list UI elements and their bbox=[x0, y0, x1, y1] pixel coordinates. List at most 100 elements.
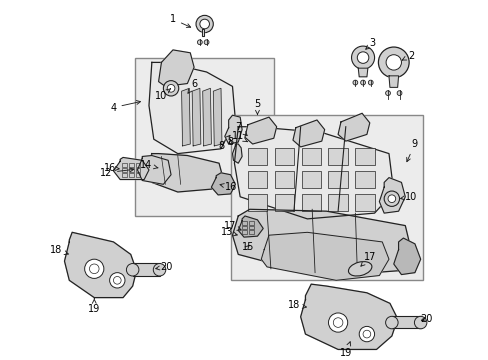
Bar bbox=[301, 194, 320, 211]
Circle shape bbox=[413, 316, 426, 329]
Circle shape bbox=[197, 40, 202, 45]
Text: 20: 20 bbox=[419, 314, 432, 324]
Text: 7: 7 bbox=[235, 122, 246, 136]
Text: 9: 9 bbox=[406, 139, 417, 162]
Polygon shape bbox=[224, 115, 242, 144]
Text: 1: 1 bbox=[169, 14, 190, 27]
Polygon shape bbox=[358, 68, 367, 77]
Text: 19: 19 bbox=[339, 342, 351, 358]
Text: 10: 10 bbox=[400, 192, 416, 202]
Circle shape bbox=[196, 15, 213, 33]
Bar bbox=[328, 194, 347, 211]
Bar bbox=[301, 148, 320, 165]
Bar bbox=[132, 263, 159, 275]
Bar bbox=[135, 173, 140, 177]
Text: 12: 12 bbox=[100, 168, 133, 178]
Bar bbox=[247, 194, 266, 211]
Bar bbox=[248, 221, 253, 225]
Bar bbox=[355, 194, 374, 211]
Polygon shape bbox=[337, 113, 369, 141]
Polygon shape bbox=[292, 120, 324, 147]
Bar bbox=[247, 171, 266, 188]
Bar bbox=[122, 163, 127, 167]
Polygon shape bbox=[300, 284, 397, 350]
Bar bbox=[328, 148, 347, 165]
Polygon shape bbox=[244, 117, 276, 144]
Text: 6: 6 bbox=[187, 80, 197, 93]
Polygon shape bbox=[393, 238, 420, 275]
Text: 18: 18 bbox=[50, 244, 68, 255]
Polygon shape bbox=[202, 29, 203, 36]
Circle shape bbox=[351, 46, 374, 69]
Bar bbox=[274, 148, 293, 165]
Bar bbox=[391, 316, 420, 328]
Text: 16: 16 bbox=[103, 163, 119, 173]
Circle shape bbox=[396, 91, 401, 95]
Bar bbox=[122, 168, 127, 172]
Polygon shape bbox=[203, 88, 211, 146]
Text: 11: 11 bbox=[232, 131, 247, 142]
Text: 16: 16 bbox=[220, 182, 236, 192]
Polygon shape bbox=[147, 154, 223, 192]
Text: 2: 2 bbox=[402, 51, 413, 61]
Circle shape bbox=[328, 313, 347, 332]
Text: 8: 8 bbox=[227, 137, 233, 147]
Bar bbox=[128, 173, 133, 177]
Ellipse shape bbox=[348, 262, 371, 276]
Bar bbox=[274, 194, 293, 211]
Polygon shape bbox=[64, 232, 136, 298]
Polygon shape bbox=[149, 62, 235, 154]
Bar bbox=[301, 171, 320, 188]
Circle shape bbox=[126, 264, 139, 276]
Bar bbox=[247, 148, 266, 165]
Bar bbox=[248, 226, 253, 229]
Bar bbox=[122, 173, 127, 177]
Polygon shape bbox=[232, 209, 410, 276]
Bar bbox=[128, 168, 133, 172]
Polygon shape bbox=[234, 127, 393, 219]
Circle shape bbox=[352, 80, 357, 85]
Bar bbox=[242, 230, 246, 234]
Polygon shape bbox=[113, 157, 149, 180]
Text: 10: 10 bbox=[155, 89, 170, 101]
Polygon shape bbox=[137, 156, 171, 184]
Polygon shape bbox=[388, 76, 398, 87]
Bar bbox=[128, 163, 133, 167]
Text: 17: 17 bbox=[224, 221, 241, 231]
Polygon shape bbox=[213, 88, 222, 146]
Text: 19: 19 bbox=[88, 298, 100, 314]
Circle shape bbox=[367, 80, 372, 85]
Bar bbox=[355, 148, 374, 165]
Text: 15: 15 bbox=[241, 242, 254, 252]
Circle shape bbox=[386, 55, 401, 70]
Text: 17: 17 bbox=[360, 252, 375, 266]
Circle shape bbox=[163, 81, 179, 96]
Polygon shape bbox=[379, 177, 405, 213]
Polygon shape bbox=[211, 173, 235, 195]
Bar bbox=[135, 168, 140, 172]
Text: 8: 8 bbox=[218, 135, 229, 151]
Bar bbox=[274, 171, 293, 188]
Circle shape bbox=[384, 191, 399, 206]
Circle shape bbox=[378, 47, 408, 78]
Text: 4: 4 bbox=[110, 100, 140, 113]
Bar bbox=[134, 58, 273, 216]
Circle shape bbox=[357, 52, 368, 63]
Circle shape bbox=[385, 316, 397, 329]
Bar bbox=[328, 171, 347, 188]
Polygon shape bbox=[158, 50, 194, 86]
Bar bbox=[242, 221, 246, 225]
Circle shape bbox=[385, 91, 389, 95]
Bar bbox=[230, 115, 422, 280]
Circle shape bbox=[109, 273, 125, 288]
Polygon shape bbox=[261, 232, 388, 280]
Text: 5: 5 bbox=[254, 99, 260, 114]
Bar bbox=[355, 171, 374, 188]
Polygon shape bbox=[192, 88, 201, 146]
Circle shape bbox=[84, 259, 103, 278]
Circle shape bbox=[153, 264, 165, 276]
Text: 18: 18 bbox=[287, 300, 306, 310]
Circle shape bbox=[167, 85, 175, 92]
Polygon shape bbox=[238, 216, 263, 237]
Circle shape bbox=[200, 19, 209, 29]
